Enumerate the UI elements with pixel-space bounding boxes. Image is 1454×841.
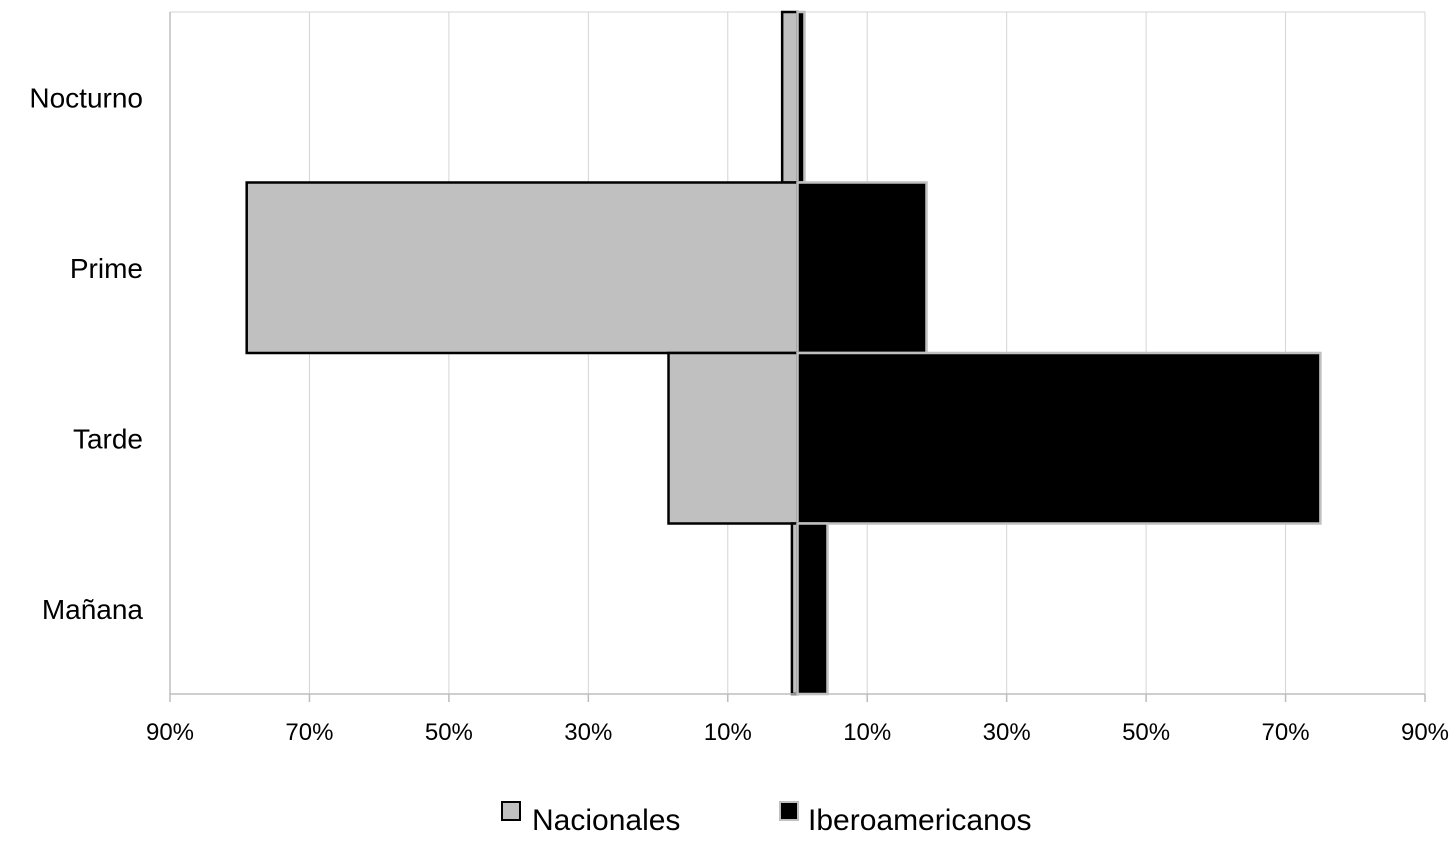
legend-swatch-iberoamericanos: [779, 801, 799, 821]
bar-iberoamericanos: [796, 10, 806, 184]
category-label: Nocturno: [29, 82, 143, 113]
x-tick-label: 50%: [425, 719, 473, 746]
x-tick-label: 30%: [983, 719, 1031, 746]
legend: Nacionales Iberoamericanos: [501, 801, 1031, 837]
x-tick-label: 10%: [704, 719, 752, 746]
legend-swatch-nacionales: [501, 801, 521, 821]
x-tick-label: 90%: [146, 719, 194, 746]
bar-nacionales: [245, 181, 799, 355]
legend-label-iberoamericanos: Iberoamericanos: [808, 804, 1031, 836]
x-tick-label: 70%: [285, 719, 333, 746]
category-label: Tarde: [73, 423, 143, 454]
labels-layer: 90% 70% 50% 30% 10% 10% 30% 50% 70% 90% Nocturno Pr…: [29, 82, 1449, 746]
bar-iberoamericanos: [796, 522, 829, 696]
bar-nacionales: [667, 351, 799, 525]
axis-layer: [169, 12, 1426, 702]
bars-layer: [245, 10, 1322, 696]
bar-iberoamericanos: [796, 181, 928, 355]
x-tick-label: 10%: [843, 719, 891, 746]
bar-nacionales: [780, 10, 799, 184]
category-label: Mañana: [42, 594, 144, 625]
x-tick-label: 50%: [1122, 719, 1170, 746]
bar-iberoamericanos: [796, 351, 1322, 525]
category-label: Prime: [70, 253, 143, 284]
x-tick-label: 90%: [1401, 719, 1449, 746]
legend-label-nacionales: Nacionales: [532, 804, 680, 836]
x-tick-label: 30%: [564, 719, 612, 746]
x-tick-label: 70%: [1262, 719, 1310, 746]
